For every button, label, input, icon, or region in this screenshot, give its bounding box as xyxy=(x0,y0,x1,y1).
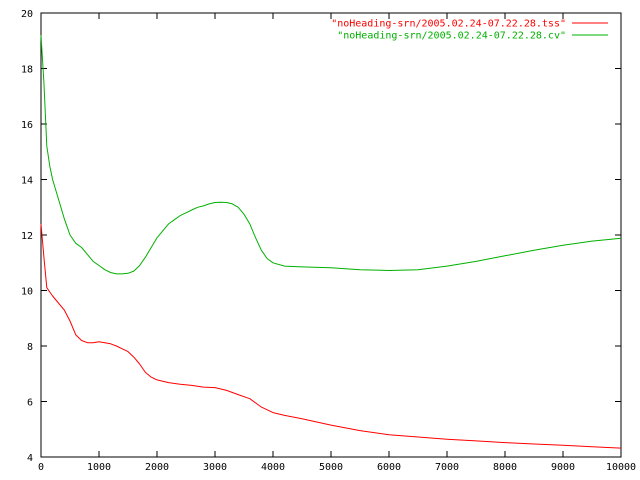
axis-ticks: 0 1000 2000 3000 4000 5000 6000 7000 8000 9000 100… xyxy=(21,9,636,473)
plot-frame xyxy=(40,12,622,458)
x-tick-label: 10000 xyxy=(606,462,636,473)
series-lines xyxy=(40,35,622,449)
x-tick-label: 5000 xyxy=(319,462,343,473)
legend-label-2: "noHeading-srn/2005.02.24-07.22.28.cv" xyxy=(337,31,566,42)
y-tick-label: 4 xyxy=(27,453,33,464)
x-tick-label: 0 xyxy=(38,462,44,473)
x-tick-label: 2000 xyxy=(145,462,169,473)
x-tick-label: 8000 xyxy=(493,462,517,473)
y-tick-label: 14 xyxy=(21,176,33,187)
legend: "noHeading-srn/2005.02.24-07.22.28.tss""… xyxy=(331,19,608,42)
x-tick-label: 1000 xyxy=(87,462,111,473)
y-tick-label: 20 xyxy=(21,9,33,20)
y-tick-label: 8 xyxy=(27,342,33,353)
x-tick-label: 7000 xyxy=(435,462,459,473)
series-line-1 xyxy=(40,223,622,449)
x-tick-label: 4000 xyxy=(261,462,285,473)
y-tick-label: 10 xyxy=(21,287,33,298)
y-tick-label: 16 xyxy=(21,120,33,131)
legend-label-1: "noHeading-srn/2005.02.24-07.22.28.tss" xyxy=(331,19,566,30)
x-tick-label: 6000 xyxy=(377,462,401,473)
x-tick-label: 9000 xyxy=(551,462,575,473)
y-tick-label: 12 xyxy=(21,231,33,242)
series-line-2 xyxy=(40,35,622,275)
x-tick-label: 3000 xyxy=(203,462,227,473)
y-tick-label: 6 xyxy=(27,398,33,409)
y-tick-label: 18 xyxy=(21,65,33,76)
